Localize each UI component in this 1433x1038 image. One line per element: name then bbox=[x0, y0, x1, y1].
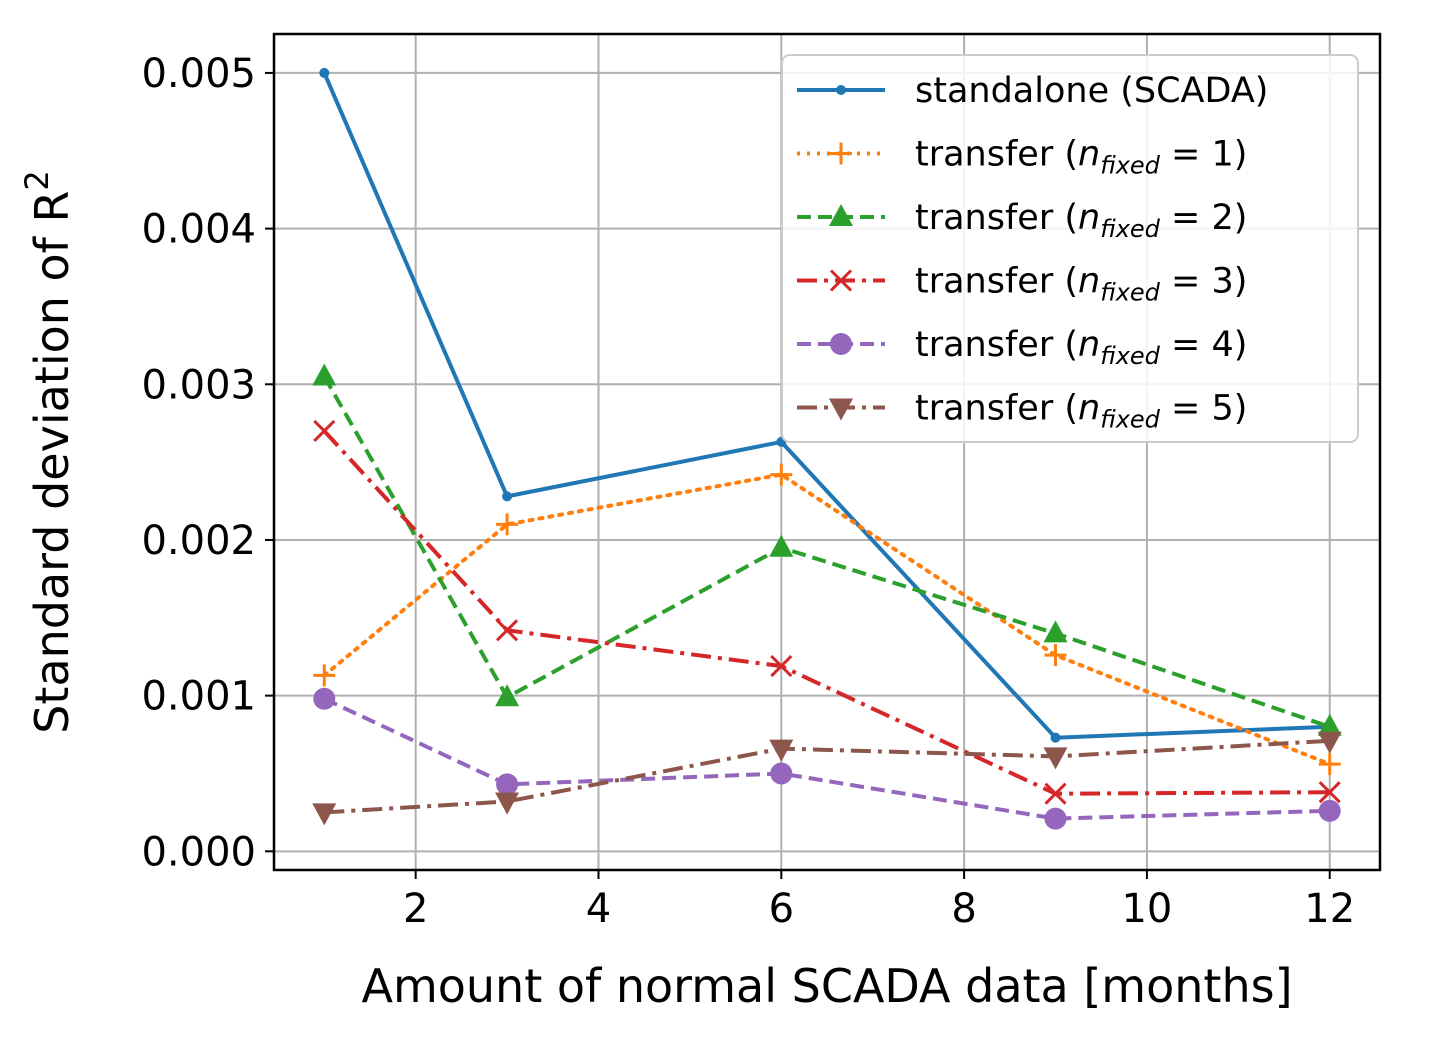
series-2-point bbox=[770, 463, 793, 486]
legend-label-subscript: fixed bbox=[1100, 152, 1160, 180]
series-5-point bbox=[770, 762, 793, 785]
y-axis: 0.000 0.001 0.002 0.003 0.004 0.005 bbox=[141, 51, 274, 875]
series-6-point bbox=[495, 792, 520, 815]
legend-label-subscript: fixed bbox=[1100, 342, 1160, 370]
series-line-5 bbox=[323, 696, 1330, 821]
legend-label-variable: n bbox=[1078, 135, 1100, 175]
x-tick-label: 8 bbox=[951, 886, 976, 932]
legend-label-4: transfer (nfixed = 3) bbox=[915, 262, 1247, 307]
y-tick-label: 0.005 bbox=[141, 51, 256, 97]
series-5-point bbox=[1318, 799, 1341, 822]
series-3-point bbox=[495, 684, 520, 707]
legend-marker-6 bbox=[829, 398, 853, 421]
series-4-point bbox=[313, 419, 336, 443]
legend-label-prefix: transfer ( bbox=[915, 262, 1078, 302]
legend-marker-4 bbox=[829, 269, 853, 292]
y-tick-label: 0.003 bbox=[141, 362, 256, 408]
legend-label-subscript: fixed bbox=[1100, 406, 1160, 434]
series-6-point bbox=[312, 803, 337, 826]
legend-label-prefix: transfer ( bbox=[915, 325, 1078, 365]
series-3-point bbox=[312, 363, 337, 386]
y-tick-label: 0.000 bbox=[141, 829, 256, 875]
legend-marker-3 bbox=[829, 204, 853, 226]
legend-label-2: transfer (nfixed = 1) bbox=[915, 135, 1247, 180]
legend-label-suffix: = 2) bbox=[1160, 198, 1248, 238]
legend-label-suffix: = 4) bbox=[1160, 325, 1248, 365]
series-5-point bbox=[1044, 807, 1067, 830]
x-tick-label: 2 bbox=[403, 886, 428, 932]
legend-marker-5 bbox=[830, 333, 852, 355]
legend-label-subscript: fixed bbox=[1100, 279, 1160, 307]
x-tick-label: 10 bbox=[1121, 886, 1172, 932]
legend-label-5: transfer (nfixed = 4) bbox=[915, 325, 1247, 370]
legend-box bbox=[781, 54, 1359, 443]
series-6-point bbox=[1317, 731, 1342, 754]
legend-label-variable: n bbox=[1078, 262, 1100, 302]
plot-frame bbox=[272, 32, 1382, 872]
series-1-point bbox=[1050, 732, 1061, 743]
x-tick-label: 12 bbox=[1304, 886, 1355, 932]
legend-label-variable: n bbox=[1078, 325, 1100, 365]
series-2-point bbox=[1044, 644, 1067, 667]
series-4-point bbox=[1044, 782, 1067, 805]
y-tick-label: 0.002 bbox=[141, 518, 256, 564]
y-tick-label: 0.001 bbox=[141, 674, 256, 720]
series-6-point bbox=[1043, 747, 1068, 770]
legend: standalone (SCADA)transfer (nfixed = 1)t… bbox=[781, 54, 1359, 443]
y-axis-label-superscript: 2 bbox=[18, 170, 56, 190]
series-3-point bbox=[1043, 620, 1068, 643]
series-1-point bbox=[319, 67, 330, 78]
legend-label-suffix: = 5) bbox=[1160, 389, 1248, 429]
series-2-point bbox=[313, 664, 336, 687]
legend-label-prefix: transfer ( bbox=[915, 135, 1078, 175]
x-axis-label: Amount of normal SCADA data [months] bbox=[361, 959, 1292, 1013]
y-axis-label-text: Standard deviation of R bbox=[25, 191, 79, 734]
series-5-point bbox=[496, 773, 519, 796]
x-tick-label: 4 bbox=[586, 886, 611, 932]
series-6-point bbox=[769, 739, 794, 762]
series-2-point bbox=[496, 513, 519, 536]
series-4-point bbox=[496, 619, 519, 642]
series-line-2 bbox=[322, 472, 1332, 767]
legend-label-1: standalone (SCADA) bbox=[915, 71, 1268, 111]
series-markers bbox=[312, 67, 1342, 830]
legend-label-prefix: transfer ( bbox=[915, 198, 1078, 238]
legend-label-prefix: transfer ( bbox=[915, 389, 1078, 429]
series-3-point bbox=[1317, 713, 1342, 736]
legend-label-prefix: standalone (SCADA) bbox=[915, 71, 1268, 111]
legend-label-suffix: = 1) bbox=[1160, 135, 1248, 175]
y-tick-label: 0.004 bbox=[141, 207, 256, 253]
x-tick-label: 6 bbox=[769, 886, 794, 932]
legend-marker-2 bbox=[830, 142, 852, 165]
x-axis: 2 4 6 8 10 12 bbox=[403, 870, 1355, 932]
legend-label-variable: n bbox=[1078, 198, 1100, 238]
series-4-point bbox=[770, 654, 793, 678]
series-2-point bbox=[1318, 753, 1341, 776]
legend-marker-1 bbox=[836, 85, 846, 95]
y-axis-label: Standard deviation of R2 bbox=[18, 170, 79, 734]
legend-label-variable: n bbox=[1078, 389, 1100, 429]
legend-label-3: transfer (nfixed = 2) bbox=[915, 198, 1247, 243]
series-3-point bbox=[769, 534, 794, 557]
legend-label-6: transfer (nfixed = 5) bbox=[915, 389, 1247, 434]
legend-label-subscript: fixed bbox=[1100, 215, 1160, 243]
series-5-point bbox=[313, 687, 336, 710]
legend-label-suffix: = 3) bbox=[1160, 262, 1248, 302]
series-4-point bbox=[1318, 781, 1341, 804]
series-1-point bbox=[502, 491, 513, 502]
